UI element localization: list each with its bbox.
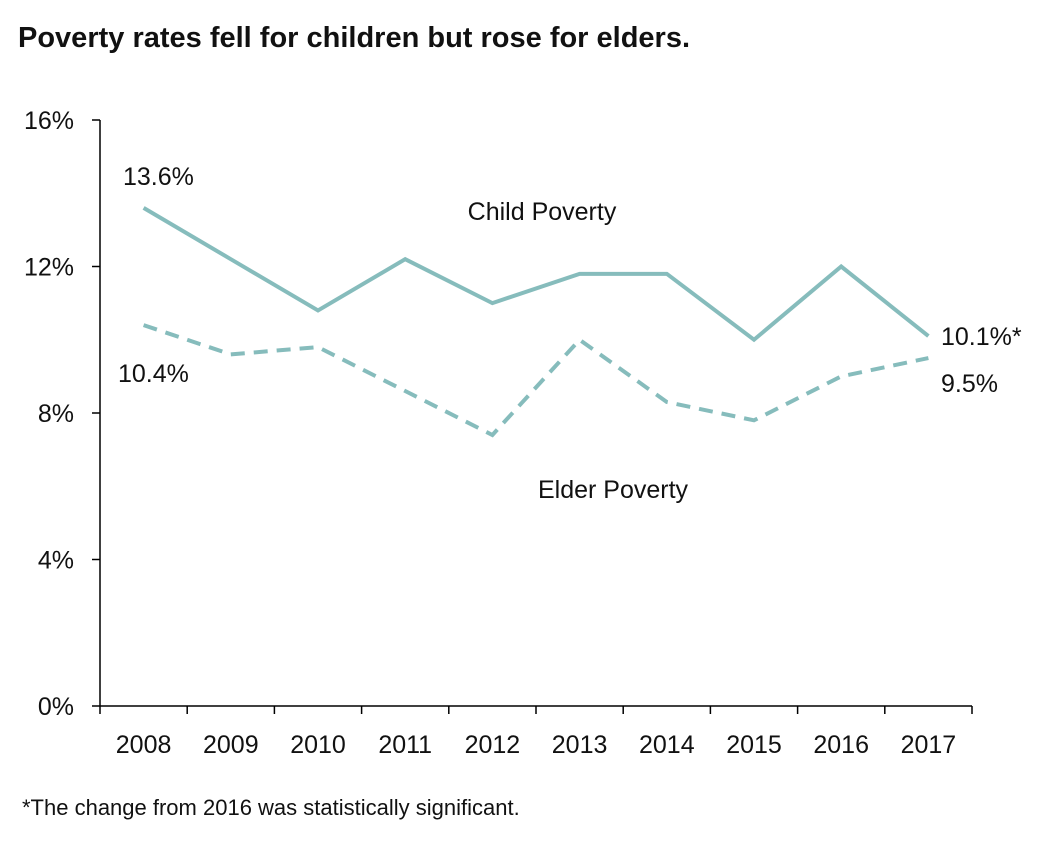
x-tick-label: 2014 bbox=[639, 731, 695, 759]
elder-poverty-line bbox=[142, 323, 929, 438]
series-layer bbox=[142, 206, 930, 438]
x-tick-label: 2017 bbox=[901, 731, 957, 759]
child-2008-value-label: 13.6% bbox=[123, 163, 194, 191]
y-tick-label: 12% bbox=[24, 254, 74, 282]
footnote: *The change from 2016 was statistically … bbox=[22, 795, 520, 820]
x-tick-label: 2008 bbox=[116, 731, 172, 759]
x-tick-label: 2016 bbox=[813, 731, 869, 759]
child-2017-value-label: 10.1%* bbox=[941, 323, 1022, 351]
child-poverty-label: Child Poverty bbox=[468, 198, 617, 226]
elder-2008-value-label: 10.4% bbox=[118, 360, 189, 388]
labels-layer: Child Poverty Elder Poverty 13.6% 10.4% 10.1… bbox=[118, 163, 1022, 504]
y-tick-label: 0% bbox=[38, 693, 74, 721]
x-tick-label: 2013 bbox=[552, 731, 608, 759]
x-tick-label: 2015 bbox=[726, 731, 782, 759]
x-tick-label: 2011 bbox=[378, 731, 432, 759]
y-tick-label: 4% bbox=[38, 547, 74, 575]
x-tick-label: 2010 bbox=[290, 731, 346, 759]
x-tick-label: 2012 bbox=[465, 731, 521, 759]
y-tick-label: 8% bbox=[38, 400, 74, 428]
elder-poverty-label: Elder Poverty bbox=[538, 476, 689, 504]
y-tick-label: 16% bbox=[24, 107, 74, 135]
child-poverty-line bbox=[142, 206, 930, 343]
axes: 0% 4% 8% 12% 16% 2008 2009 2010 2011 2012 2013 2014… bbox=[24, 107, 973, 759]
chart-title: Poverty rates fell for children but rose… bbox=[18, 22, 691, 54]
elder-2017-value-label: 9.5% bbox=[941, 370, 998, 398]
x-tick-label: 2009 bbox=[203, 731, 259, 759]
